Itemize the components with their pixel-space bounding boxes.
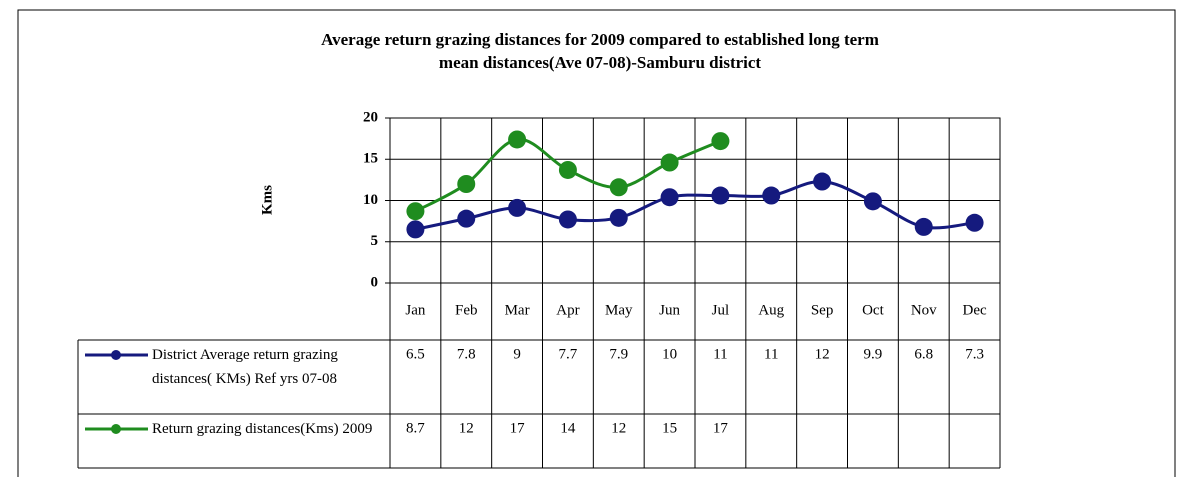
chart-title: Average return grazing distances for 200…	[321, 30, 879, 72]
x-tick-label: Nov	[911, 302, 937, 318]
table-value: 17	[510, 420, 526, 436]
table-value: 17	[713, 420, 729, 436]
y-axis-label: Kms	[259, 185, 275, 215]
point	[508, 130, 527, 149]
point	[508, 198, 527, 217]
point	[762, 186, 781, 205]
x-tick-label: May	[605, 302, 633, 318]
x-tick-label: Jan	[405, 302, 425, 318]
table-value: 6.5	[406, 346, 425, 362]
frame	[17, 9, 1176, 477]
point	[558, 210, 577, 229]
point	[863, 192, 882, 211]
legend-label: District Average return grazing distance…	[152, 347, 338, 387]
table-value: 7.9	[609, 346, 628, 362]
point	[711, 132, 730, 151]
point	[711, 186, 730, 205]
table-value: 8.7	[406, 420, 425, 436]
point	[914, 217, 933, 236]
table-value: 14	[560, 420, 576, 436]
table-value: 7.8	[457, 346, 476, 362]
point	[609, 178, 628, 197]
point	[406, 202, 425, 221]
point	[660, 188, 679, 207]
point	[813, 172, 832, 191]
x-tick-label: Oct	[862, 302, 884, 318]
y-tick-label: 15	[363, 151, 378, 167]
point	[609, 208, 628, 227]
x-tick-label: Jul	[712, 302, 730, 318]
table-value: 15	[662, 420, 677, 436]
x-tick-label: Jun	[659, 302, 680, 318]
point	[457, 209, 476, 228]
x-tick-label: Aug	[758, 302, 784, 318]
table-value: 12	[459, 420, 474, 436]
table-value: 9	[513, 346, 521, 362]
legend-marker	[111, 424, 121, 434]
table-value: 7.7	[559, 346, 578, 362]
x-tick-label: Apr	[556, 302, 579, 318]
point	[406, 220, 425, 239]
x-tick-label: Mar	[505, 302, 530, 318]
y-tick-label: 10	[363, 192, 378, 208]
point	[965, 213, 984, 232]
table-value: 11	[764, 346, 778, 362]
y-tick-label: 0	[371, 274, 379, 290]
x-tick-label: Sep	[811, 302, 834, 318]
table-value: 12	[611, 420, 626, 436]
y-tick-label: 5	[371, 233, 379, 249]
legend-marker	[111, 350, 121, 360]
table-value: 11	[713, 346, 727, 362]
point	[457, 175, 476, 193]
y-tick-label: 20	[363, 109, 378, 125]
point	[660, 153, 679, 172]
table-value: 7.3	[965, 346, 984, 362]
table-value: 10	[662, 346, 677, 362]
table-value: 9.9	[864, 346, 883, 362]
x-tick-label: Dec	[963, 302, 987, 318]
legend-label: Return grazing distances(Kms) 2009	[152, 421, 373, 437]
x-tick-label: Feb	[455, 302, 478, 318]
table-value: 6.8	[914, 346, 933, 362]
table-value: 12	[815, 346, 830, 362]
point	[558, 160, 577, 179]
